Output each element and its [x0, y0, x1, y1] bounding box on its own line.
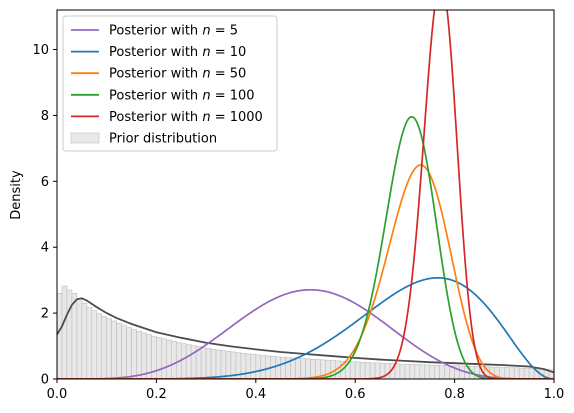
x-tick-label: 1.0: [544, 387, 565, 402]
y-tick-label: 4: [41, 241, 49, 256]
prior-histogram-bar: [71, 293, 78, 379]
prior-histogram-bar: [513, 367, 520, 379]
prior-histogram-bar: [384, 363, 391, 379]
prior-histogram-bar: [404, 363, 411, 379]
prior-histogram-bar: [180, 343, 187, 379]
prior-histogram-bar: [185, 344, 192, 379]
posterior-line-n5: [57, 288, 554, 379]
prior-histogram-bar: [190, 345, 197, 379]
prior-histogram-bar: [280, 356, 286, 379]
prior-histogram-bar: [295, 357, 301, 379]
prior-histogram-bar: [106, 318, 112, 379]
prior-histogram-bar: [121, 325, 127, 379]
prior-histogram-bar: [434, 364, 440, 379]
prior-kde-line: [57, 297, 554, 374]
prior-histogram-bar: [210, 349, 217, 379]
prior-histogram-bar: [220, 350, 227, 379]
legend-label-prior: Prior distribution: [109, 132, 217, 147]
prior-histogram-bar: [523, 367, 530, 379]
prior-histogram-bar: [394, 363, 401, 379]
y-axis-label: Density: [9, 170, 24, 220]
legend-box: [62, 15, 278, 152]
prior-histogram-bar: [76, 297, 83, 379]
legend-label-n10: Posterior with n = 10: [109, 45, 246, 60]
y-tick-label: 10: [32, 43, 49, 58]
prior-histogram-bar: [57, 293, 63, 379]
legend-label-n5: Posterior with n = 5: [109, 24, 238, 39]
prior-histogram-bar: [166, 339, 172, 379]
legend-swatch-prior: [70, 132, 100, 144]
y-tick-label: 0: [41, 373, 49, 388]
x-axis: 0.0 0.2 0.4 0.6 0.8 1.0: [47, 379, 565, 402]
y-tick-label: 2: [41, 307, 49, 322]
prior-histogram-bar: [459, 365, 465, 379]
prior-histogram-bar: [374, 362, 381, 379]
posterior-line-n1000: [57, 10, 554, 379]
prior-histogram-bar: [359, 361, 366, 379]
prior-histogram-bar: [96, 313, 103, 379]
prior-histogram-bar: [215, 349, 222, 379]
prior-histogram-bar: [369, 362, 376, 379]
prior-histogram-bar: [81, 302, 88, 379]
plot-frame: [56, 9, 555, 380]
prior-histogram-bar: [518, 367, 525, 379]
prior-histogram-bar: [439, 365, 445, 379]
prior-histogram-bar: [200, 347, 207, 379]
prior-histogram-bar: [111, 320, 117, 379]
prior-histogram: [57, 285, 554, 379]
y-axis: 0 2 4 6 8 10: [32, 43, 57, 388]
prior-histogram-bar: [156, 337, 162, 379]
prior-histogram-bar: [61, 285, 68, 379]
legend-label-n1000: Posterior with n = 1000: [109, 110, 263, 125]
prior-histogram-bar: [255, 354, 262, 379]
x-tick-label: 0.6: [345, 387, 366, 402]
prior-histogram-bar: [240, 353, 247, 379]
legend: Posterior with n = 5 Posterior with n = 1…: [62, 15, 278, 152]
prior-histogram-bar: [250, 353, 257, 379]
x-tick-label: 0.0: [47, 387, 68, 402]
x-tick-label: 0.8: [444, 387, 465, 402]
prior-histogram-bar: [409, 364, 416, 379]
prior-histogram-bar: [414, 364, 421, 379]
prior-histogram-bar: [364, 362, 371, 379]
prior-histogram-bar: [116, 323, 122, 379]
prior-histogram-bar: [136, 330, 142, 379]
prior-histogram-bar: [126, 327, 132, 379]
prior-histogram-bar: [354, 361, 361, 379]
prior-histogram-bar: [66, 289, 73, 379]
x-tick-label: 0.2: [146, 387, 167, 402]
prior-histogram-bar: [91, 310, 98, 379]
x-tick-label: 0.4: [245, 387, 266, 402]
prior-histogram-bar: [86, 306, 93, 379]
prior-histogram-bar: [161, 338, 167, 379]
prior-histogram-bar: [141, 332, 147, 379]
prior-histogram-bar: [419, 364, 426, 379]
legend-label-n50: Posterior with n = 50: [109, 67, 246, 82]
prior-histogram-bar: [444, 365, 450, 379]
prior-histogram-bar: [429, 364, 436, 379]
prior-histogram-bar: [275, 356, 281, 379]
prior-histogram-bar: [508, 367, 515, 379]
prior-histogram-bar: [101, 316, 108, 379]
prior-histogram-bar: [205, 348, 212, 379]
prior-histogram-bar: [528, 368, 535, 379]
y-tick-label: 6: [41, 175, 49, 190]
prior-histogram-bar: [399, 363, 406, 379]
prior-histogram-bar: [503, 367, 510, 379]
prior-histogram-bar: [171, 341, 177, 379]
prior-histogram-bar: [305, 358, 311, 379]
prior-histogram-bar: [349, 361, 356, 379]
legend-label-n100: Posterior with n = 100: [109, 88, 255, 103]
prior-histogram-bar: [131, 329, 137, 379]
y-tick-label: 8: [41, 109, 49, 124]
prior-histogram-bar: [310, 358, 316, 379]
prior-histogram-bar: [260, 355, 267, 379]
prior-histogram-bar: [300, 358, 306, 379]
prior-histogram-bar: [245, 353, 252, 379]
prior-histogram-bar: [424, 364, 431, 379]
